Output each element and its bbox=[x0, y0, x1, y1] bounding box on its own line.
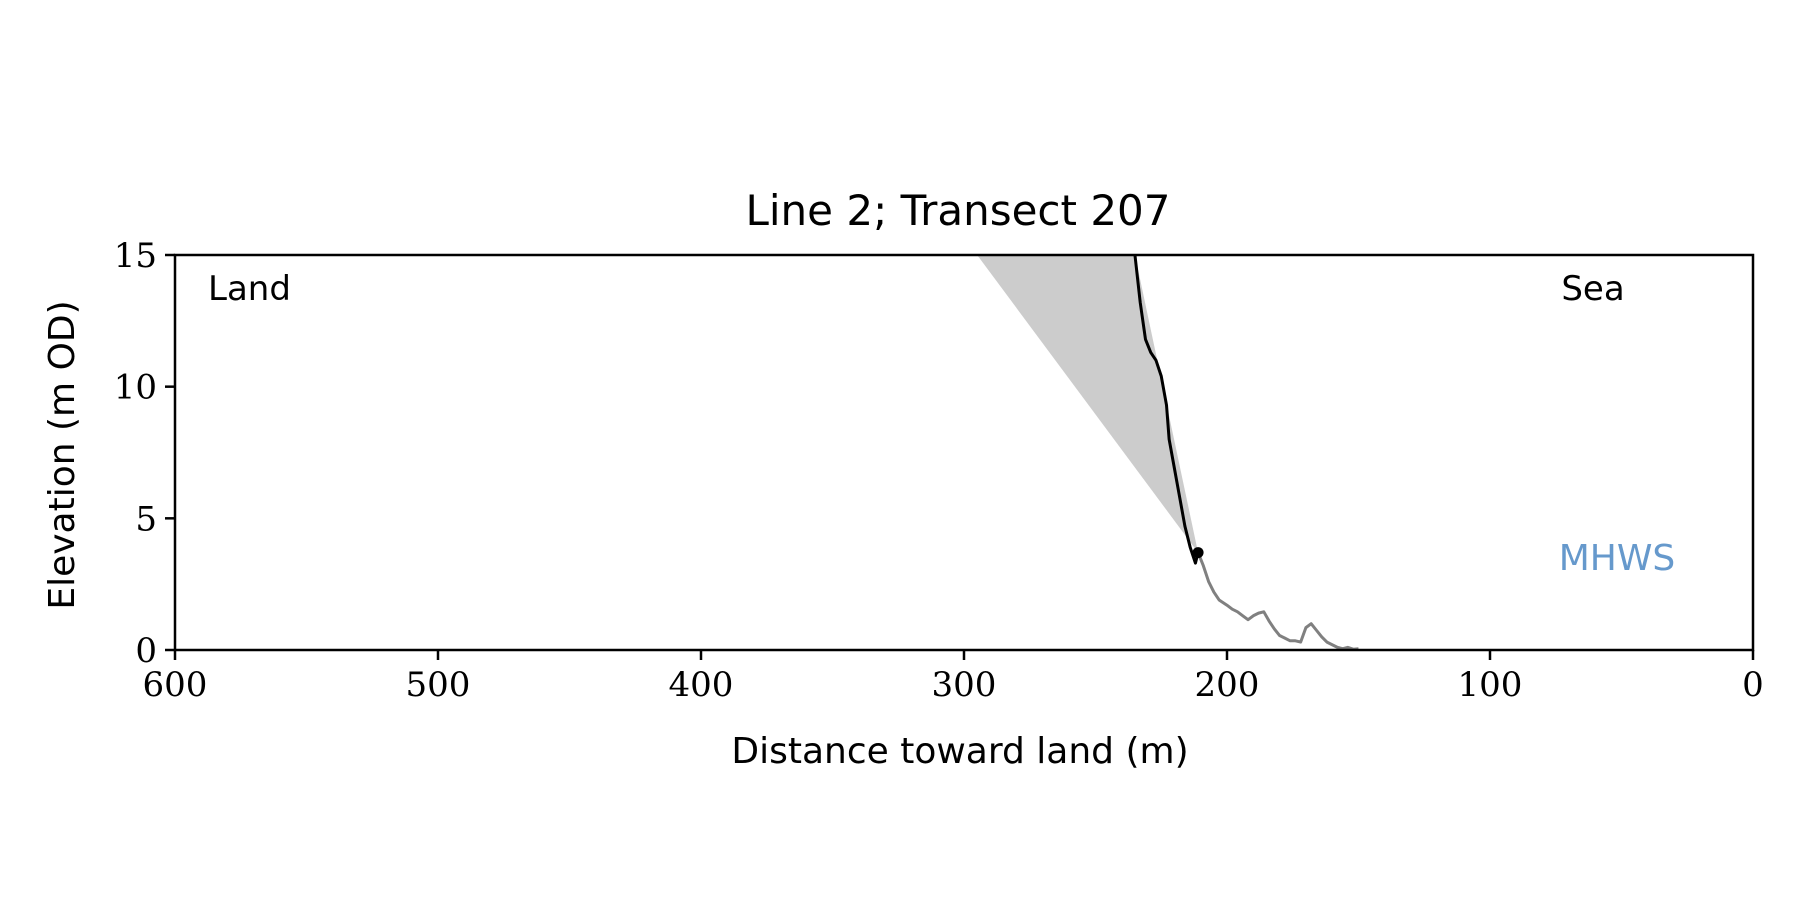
sea-label: Sea bbox=[1561, 269, 1624, 309]
beach-profile-line bbox=[1196, 552, 1359, 651]
y-tick-label: 10 bbox=[114, 368, 157, 408]
x-axis-label: Distance toward land (m) bbox=[731, 731, 1188, 772]
x-tick-label: 200 bbox=[1195, 665, 1260, 705]
plot-area bbox=[977, 254, 1359, 651]
cliff-profile-line bbox=[1133, 254, 1200, 565]
cliff-toe-point bbox=[1192, 547, 1204, 559]
y-tick-label: 5 bbox=[135, 499, 157, 539]
x-tick-label: 500 bbox=[406, 665, 471, 705]
axes: 600 500 400 300 200 100 0 0 5 10 15 bbox=[114, 236, 1764, 705]
x-tick-label: 600 bbox=[143, 665, 208, 705]
land-label: Land bbox=[208, 269, 291, 309]
x-tick-label: 300 bbox=[932, 665, 997, 705]
axes-frame bbox=[173, 253, 1755, 652]
x-tick-label: 100 bbox=[1458, 665, 1523, 705]
x-tick-label: 0 bbox=[1742, 665, 1764, 705]
mhws-label: MHWS bbox=[1559, 538, 1676, 579]
x-tick-label: 400 bbox=[669, 665, 734, 705]
y-tick-label: 0 bbox=[135, 631, 157, 671]
y-axis-label: Elevation (m OD) bbox=[42, 300, 83, 609]
chart-title: Line 2; Transect 207 bbox=[745, 186, 1170, 235]
y-tick-label: 15 bbox=[114, 236, 157, 276]
